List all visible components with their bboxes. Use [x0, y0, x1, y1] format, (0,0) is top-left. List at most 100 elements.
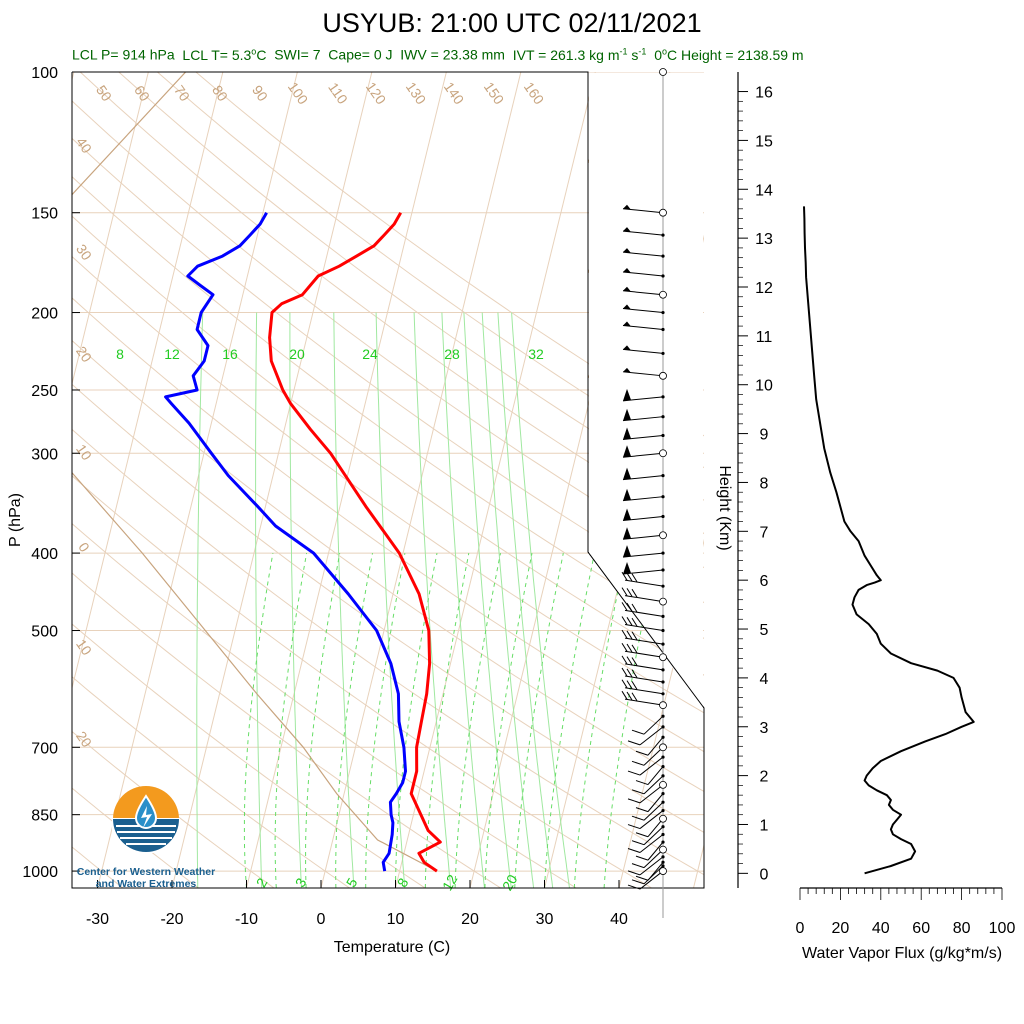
- isotherm-line: [72, 72, 75, 82]
- barb-calm-circle: [659, 867, 667, 875]
- barb-calm-circle: [659, 653, 667, 662]
- mixing-ratio-line: [375, 312, 406, 888]
- flux-x-axis-label: Water Vapor Flux (g/kg*m/s): [802, 945, 1002, 962]
- mixing-ratio-label: 12: [164, 346, 180, 362]
- x-axis-label: Temperature (C): [334, 939, 450, 956]
- logo-line-1: Center for Western Weather: [76, 866, 216, 878]
- wind-barb-flag: [623, 204, 631, 210]
- wind-barb: [647, 818, 664, 838]
- wind-barb: [643, 865, 664, 885]
- cape-value: Cape= 0 J: [328, 46, 393, 63]
- mixing-ratio-label-bottom: 12: [439, 872, 461, 894]
- wind-barb-flag: [623, 508, 631, 521]
- x-tick-label: 30: [536, 911, 554, 928]
- dry-adiabat-line: [72, 475, 652, 888]
- barb-dot: [661, 725, 665, 729]
- wind-barb: [639, 756, 664, 776]
- wind-barb: [639, 834, 664, 853]
- ivt-exp-2: -1: [638, 46, 647, 56]
- barb-dot: [661, 415, 665, 419]
- flux-x-tick-label: 60: [912, 920, 930, 937]
- x-tick-label: 10: [387, 911, 405, 928]
- barb-dot: [661, 714, 665, 718]
- flux-x-tick-label: 40: [872, 920, 890, 937]
- flux-x-tick-label: 100: [989, 920, 1016, 937]
- barb-dot: [661, 514, 665, 519]
- wind-barb: [624, 624, 664, 632]
- dry-adiabat-line: [72, 846, 124, 888]
- barb-dot: [661, 668, 665, 672]
- mixing-ratio-line: [289, 312, 302, 888]
- dry-adiabat-line: [72, 623, 426, 888]
- height-tick-label: 7: [760, 524, 769, 541]
- wind-barb-flag: [623, 488, 631, 501]
- mixing-ratio-line: [413, 312, 452, 888]
- barb-calm-circle: [659, 597, 667, 606]
- dry-adiabat-line: [72, 297, 704, 753]
- moist-adiabat-line: [395, 553, 438, 888]
- moist-adiabat-line: [573, 552, 627, 888]
- wind-barb: [647, 793, 664, 812]
- wind-barb-flag: [623, 467, 631, 480]
- barb-dot: [661, 254, 665, 258]
- mixing-ratio-line: [481, 312, 535, 888]
- water-vapor-flux-line: [803, 206, 975, 875]
- moist-adiabat-line: [603, 552, 658, 888]
- mixing-ratio-line: [463, 312, 512, 888]
- barb-dot: [661, 551, 665, 555]
- mixing-ratio-line: [497, 312, 554, 888]
- barb-calm-circle: [659, 68, 667, 76]
- wind-barb-flag: [623, 367, 631, 373]
- dry-adiabat-line: [72, 787, 199, 888]
- dry-adiabat-line: [72, 176, 704, 639]
- barb-calm-circle: [659, 531, 667, 540]
- moist-adiabat-line: [365, 553, 406, 888]
- mixing-ratio-line: [441, 312, 485, 888]
- wind-barb: [624, 687, 664, 695]
- y-tick-label: 700: [31, 740, 58, 757]
- wind-barb-flag: [623, 527, 631, 540]
- dry-adiabat-line: [72, 572, 501, 888]
- x-tick-label: 40: [610, 911, 628, 928]
- y-tick-label: 1000: [22, 864, 58, 881]
- x-tick-label: 0: [317, 911, 326, 928]
- dry-adiabat-label: 130: [403, 79, 430, 107]
- moist-adiabat-line: [424, 553, 470, 888]
- dry-adiabat-line: [118, 72, 704, 501]
- dry-adiabat-label: 120: [363, 79, 390, 107]
- y-tick-label: 250: [31, 383, 58, 400]
- wind-barb-flag: [623, 286, 631, 292]
- wind-barb: [639, 810, 664, 829]
- wind-barb: [643, 826, 664, 846]
- wind-barb: [624, 595, 664, 603]
- mixing-ratio-label: 28: [444, 346, 460, 362]
- wind-barb: [622, 434, 664, 440]
- height-tick-label: 8: [760, 475, 769, 492]
- barb-dot: [661, 855, 665, 859]
- wind-barb: [624, 675, 664, 683]
- wind-barb-flag: [623, 267, 631, 273]
- mixing-ratio-line: [255, 312, 263, 888]
- wind-barb: [622, 516, 664, 522]
- mixing-ratio-line: [511, 312, 570, 888]
- wind-barb: [622, 496, 664, 502]
- y-axis-label: P (hPa): [7, 493, 24, 547]
- moist-adiabat-line: [243, 553, 274, 888]
- mixing-ratio-label: 8: [116, 346, 124, 362]
- barb-calm-circle: [659, 814, 667, 823]
- dry-adiabat-line: [72, 676, 350, 888]
- dry-adiabat-line: [72, 100, 704, 569]
- y-tick-label: 200: [31, 306, 58, 323]
- dry-adiabat-label: 90: [249, 82, 271, 104]
- dry-adiabat-label: 100: [285, 79, 312, 107]
- moist-adiabat-line: [274, 553, 308, 888]
- swi-value: SWI= 7: [274, 46, 321, 63]
- wind-barb: [624, 650, 664, 658]
- wind-barb: [639, 856, 664, 876]
- wind-barb: [622, 416, 664, 422]
- y-tick-label: 150: [31, 206, 58, 223]
- height-tick-label: 13: [755, 231, 773, 248]
